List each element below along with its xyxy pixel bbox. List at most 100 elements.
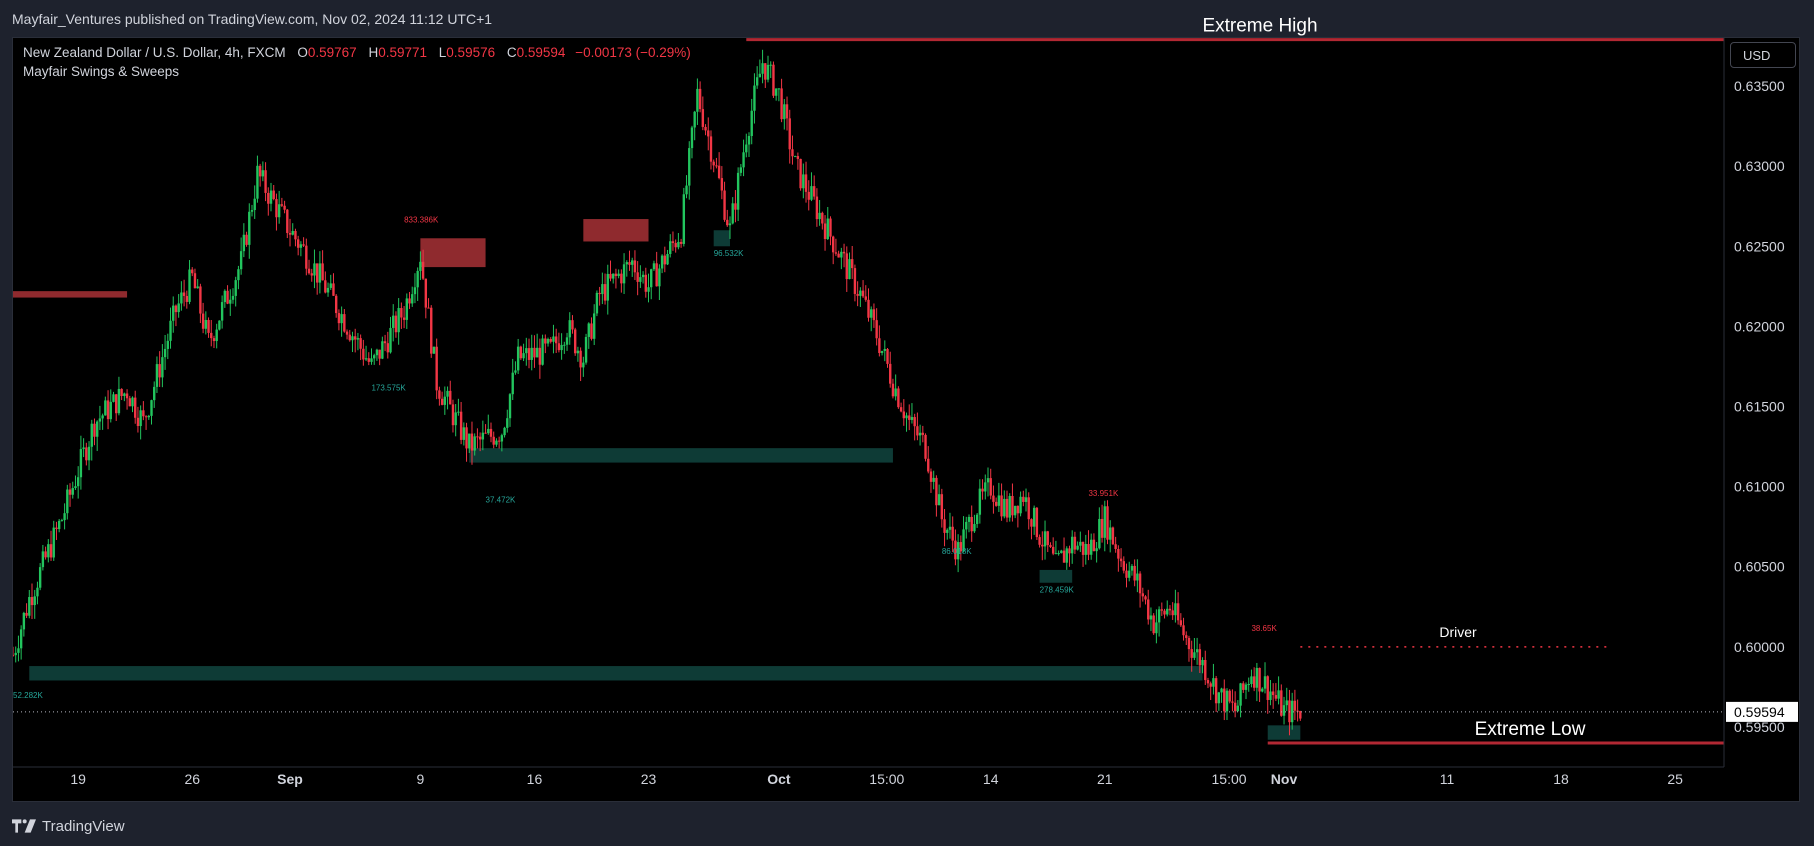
candle-body	[66, 489, 69, 514]
candle-body	[1293, 700, 1297, 711]
indicator-name[interactable]: Mayfair Swings & Sweeps	[23, 64, 180, 79]
candle-body	[758, 73, 762, 78]
candle-body	[1109, 527, 1112, 540]
bullish-zone	[29, 666, 1203, 681]
candle-body	[1274, 695, 1278, 699]
candle-body	[261, 170, 265, 177]
candle-body	[891, 383, 895, 397]
low-value: 0.59576	[446, 45, 496, 60]
candle-body	[734, 203, 737, 210]
candle-body	[918, 432, 922, 436]
chart-legend: New Zealand Dollar / U.S. Dollar, 4h, FX…	[23, 45, 691, 79]
candle-body	[348, 334, 351, 341]
candle-body	[264, 170, 267, 193]
candle-body	[210, 332, 213, 339]
candle-body	[291, 230, 294, 235]
candle-body	[927, 458, 930, 472]
candle-body	[47, 544, 50, 558]
candle-body	[690, 127, 694, 149]
candle-body	[76, 477, 80, 487]
candle-body	[248, 211, 251, 245]
candle-body	[33, 596, 36, 606]
candle-body	[41, 551, 45, 568]
candle-body	[975, 514, 979, 525]
candle-body	[182, 292, 186, 296]
candle-body	[1204, 659, 1207, 681]
candle-body	[1149, 615, 1153, 620]
candle-body	[712, 161, 715, 166]
candle-body	[1111, 527, 1115, 545]
candle-body	[462, 427, 466, 440]
candle-body	[199, 286, 202, 314]
time-tick-label: 25	[1667, 771, 1683, 787]
candle-body	[1119, 558, 1123, 562]
candle-body	[272, 190, 275, 200]
last-price-value: 0.59594	[1734, 704, 1785, 720]
candle-body	[1280, 690, 1283, 716]
candle-body	[660, 255, 664, 269]
candle-body	[780, 88, 783, 120]
candle-body	[679, 241, 683, 244]
candle-body	[1147, 599, 1150, 620]
candle-body	[416, 270, 419, 288]
candle-body	[837, 253, 840, 258]
candle-body	[633, 260, 637, 273]
currency-button[interactable]: USD	[1730, 42, 1796, 68]
plot-area	[13, 38, 1724, 745]
candle-body	[929, 471, 933, 482]
candle-body	[538, 347, 542, 365]
candle-body	[731, 203, 734, 224]
candle-body	[870, 309, 873, 318]
candle-body	[769, 64, 772, 66]
candle-body	[644, 274, 647, 292]
symbol-title[interactable]: New Zealand Dollar / U.S. Dollar, 4h, FX…	[23, 45, 286, 60]
candle-body	[954, 540, 957, 560]
candle-body	[201, 313, 205, 329]
time-tick-label: 15:00	[1212, 771, 1247, 787]
candle-body	[1046, 531, 1049, 546]
candle-body	[764, 63, 767, 80]
candle-body	[1049, 545, 1052, 547]
candle-body	[367, 358, 370, 362]
candle-body	[1182, 625, 1185, 636]
tradingview-logo[interactable]: TradingView	[12, 818, 125, 835]
candle-body	[568, 320, 571, 338]
candle-body	[1084, 543, 1087, 555]
candle-body	[288, 232, 292, 235]
close-label: C	[506, 45, 517, 60]
candle-body	[1236, 705, 1240, 712]
publisher-bar: Mayfair_Ventures published on TradingVie…	[0, 0, 1814, 37]
candle-body	[277, 204, 281, 218]
candle-body	[1136, 573, 1139, 581]
candle-body	[142, 410, 145, 417]
candle-body	[1296, 710, 1299, 712]
candle-body	[861, 290, 865, 297]
candle-body	[965, 521, 968, 530]
price-chart[interactable]: 833.386K 96.532K 173.575K 37.472K 33.951K 86.…	[0, 0, 1814, 806]
candle-body	[60, 520, 64, 522]
candle-body	[652, 263, 656, 270]
candle-body	[647, 287, 650, 292]
candle-body	[549, 339, 552, 342]
candle-body	[1065, 548, 1068, 563]
candle-body	[831, 236, 835, 253]
candle-body	[1160, 609, 1164, 611]
candle-body	[340, 314, 343, 324]
candle-body	[815, 196, 819, 220]
candle-body	[177, 303, 180, 313]
candle-body	[1252, 676, 1256, 688]
candle-body	[400, 308, 403, 318]
candle-body	[617, 273, 620, 277]
candle-body	[419, 261, 422, 271]
candle-body	[188, 269, 191, 302]
candle-body	[397, 308, 400, 333]
candle-body	[98, 418, 102, 422]
candle-body	[584, 336, 588, 363]
candle-body	[807, 191, 810, 200]
candle-body	[804, 174, 808, 192]
candle-body	[296, 239, 300, 248]
candle-body	[1128, 570, 1131, 578]
candle-body	[269, 190, 273, 204]
candle-body	[1247, 684, 1250, 686]
candle-body	[457, 411, 460, 413]
